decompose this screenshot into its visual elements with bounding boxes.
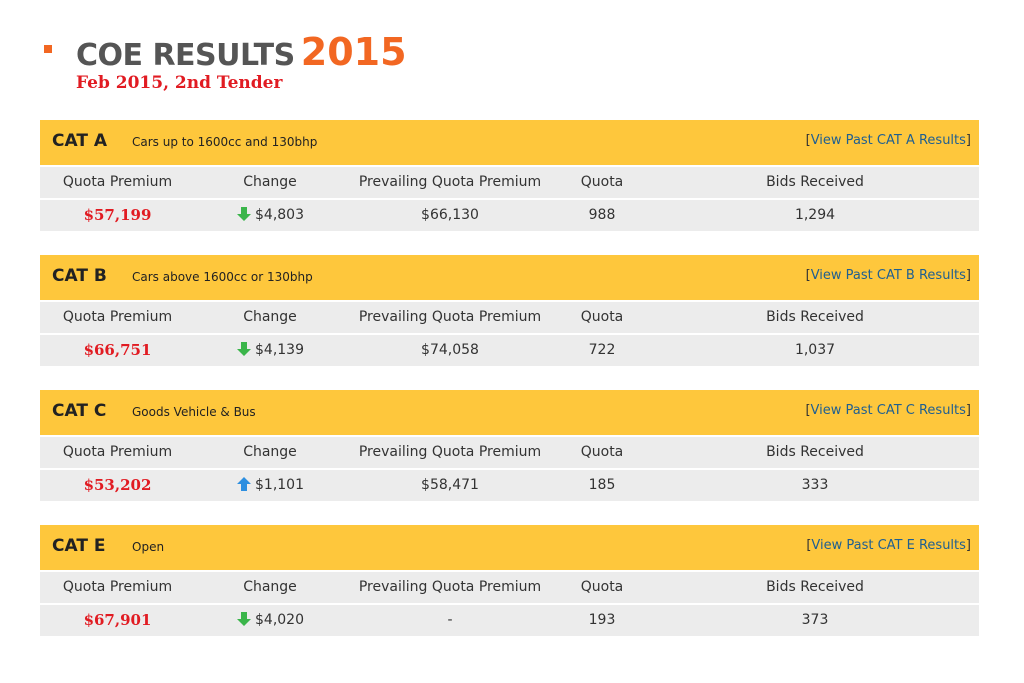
column-header-bids: Bids Received: [766, 444, 864, 460]
category-section-cat-b: CAT B Cars above 1600cc or 130bhp [View …: [40, 255, 979, 366]
link-bracket-open: [: [805, 133, 811, 148]
link-bracket-open: [: [805, 268, 811, 283]
prevailing-value: $74,058: [421, 342, 479, 358]
change-value: $4,803: [255, 207, 304, 223]
column-header-prevailing: Prevailing Quota Premium: [358, 444, 542, 460]
category-description: Cars above 1600cc or 130bhp: [132, 270, 313, 284]
category-description: Goods Vehicle & Bus: [132, 405, 256, 419]
title-bullet: [44, 45, 52, 53]
column-header-row: Quota Premium Change Prevailing Quota Pr…: [40, 302, 979, 333]
change-value: $4,020: [255, 612, 304, 628]
arrow-down-icon: [237, 612, 251, 626]
column-header-bids: Bids Received: [766, 579, 864, 595]
column-header-quota-premium: Quota Premium: [62, 309, 173, 325]
change-value: $4,139: [255, 342, 304, 358]
column-header-change: Change: [243, 174, 297, 190]
arrow-down-icon: [237, 207, 251, 221]
category-header: CAT B Cars above 1600cc or 130bhp [View …: [40, 255, 979, 300]
column-header-quota-premium: Quota Premium: [62, 174, 173, 190]
values-row: $57,199 $4,803 $66,130 988 1,294: [40, 200, 979, 231]
column-header-bids: Bids Received: [766, 309, 864, 325]
page-title-year: 2015: [300, 30, 407, 74]
category-description: Open: [132, 540, 165, 554]
prevailing-value: $66,130: [421, 207, 479, 223]
link-bracket-close: ]: [965, 268, 971, 283]
view-past-results-link[interactable]: [View Past CAT A Results]: [806, 133, 971, 148]
column-header-change: Change: [243, 579, 297, 595]
category-section-cat-a: CAT A Cars up to 1600cc and 130bhp [View…: [40, 120, 979, 231]
link-bracket-close: ]: [965, 538, 971, 553]
arrow-down-icon: [237, 342, 251, 356]
link-bracket-close: ]: [965, 133, 971, 148]
column-header-row: Quota Premium Change Prevailing Quota Pr…: [40, 572, 979, 603]
link-bracket-open: [: [806, 538, 812, 553]
change-value: $1,101: [255, 477, 304, 493]
view-past-results-link-text[interactable]: View Past CAT C Results: [810, 403, 966, 418]
prevailing-value: -: [447, 612, 453, 628]
arrow-up-icon: [237, 477, 251, 491]
column-header-change: Change: [243, 309, 297, 325]
quota-value: 722: [588, 342, 616, 358]
column-header-bids: Bids Received: [766, 174, 864, 190]
quota-premium-value: $57,199: [83, 206, 152, 224]
page-title: COE RESULTS 2015: [76, 30, 407, 74]
quota-premium-value: $53,202: [83, 476, 152, 494]
values-row: $67,901 $4,020 - 193 373: [40, 605, 979, 636]
category-section-cat-e: CAT E Open [View Past CAT E Results] Quo…: [40, 525, 979, 636]
values-row: $66,751 $4,139 $74,058 722 1,037: [40, 335, 979, 366]
view-past-results-link[interactable]: [View Past CAT E Results]: [806, 538, 971, 553]
bids-value: 333: [801, 477, 829, 493]
link-bracket-close: ]: [965, 403, 971, 418]
quota-value: 185: [588, 477, 616, 493]
column-header-prevailing: Prevailing Quota Premium: [358, 579, 542, 595]
view-past-results-link-text[interactable]: View Past CAT E Results: [811, 538, 966, 553]
quota-value: 988: [588, 207, 616, 223]
change-cell: $4,803: [210, 200, 330, 231]
change-cell: $4,020: [210, 605, 330, 636]
view-past-results-link-text[interactable]: View Past CAT A Results: [810, 133, 966, 148]
category-header: CAT C Goods Vehicle & Bus [View Past CAT…: [40, 390, 979, 435]
column-header-row: Quota Premium Change Prevailing Quota Pr…: [40, 437, 979, 468]
prevailing-value: $58,471: [421, 477, 479, 493]
quota-premium-value: $67,901: [83, 611, 152, 629]
bids-value: 373: [801, 612, 829, 628]
values-row: $53,202 $1,101 $58,471 185 333: [40, 470, 979, 501]
category-name: CAT E: [52, 536, 106, 556]
column-header-quota-premium: Quota Premium: [62, 579, 173, 595]
column-header-quota: Quota: [580, 444, 624, 460]
category-header: CAT E Open [View Past CAT E Results]: [40, 525, 979, 570]
quota-value: 193: [588, 612, 616, 628]
quota-premium-value: $66,751: [83, 341, 152, 359]
column-header-quota: Quota: [580, 309, 624, 325]
change-cell: $4,139: [210, 335, 330, 366]
column-header-prevailing: Prevailing Quota Premium: [358, 174, 542, 190]
column-header-row: Quota Premium Change Prevailing Quota Pr…: [40, 167, 979, 198]
category-header: CAT A Cars up to 1600cc and 130bhp [View…: [40, 120, 979, 165]
category-name: CAT B: [52, 266, 107, 286]
bids-value: 1,037: [794, 342, 836, 358]
category-name: CAT A: [52, 131, 107, 151]
view-past-results-link-text[interactable]: View Past CAT B Results: [810, 268, 966, 283]
column-header-quota: Quota: [580, 174, 624, 190]
page-title-text: COE RESULTS: [76, 38, 295, 73]
category-section-cat-c: CAT C Goods Vehicle & Bus [View Past CAT…: [40, 390, 979, 501]
column-header-quota-premium: Quota Premium: [62, 444, 173, 460]
link-bracket-open: [: [805, 403, 811, 418]
view-past-results-link[interactable]: [View Past CAT B Results]: [806, 268, 971, 283]
bids-value: 1,294: [794, 207, 836, 223]
view-past-results-link[interactable]: [View Past CAT C Results]: [805, 403, 971, 418]
column-header-change: Change: [243, 444, 297, 460]
column-header-quota: Quota: [580, 579, 624, 595]
category-description: Cars up to 1600cc and 130bhp: [132, 135, 318, 149]
change-cell: $1,101: [210, 470, 330, 501]
column-header-prevailing: Prevailing Quota Premium: [358, 309, 542, 325]
tender-subtitle: Feb 2015, 2nd Tender: [76, 73, 283, 93]
category-name: CAT C: [52, 401, 107, 421]
